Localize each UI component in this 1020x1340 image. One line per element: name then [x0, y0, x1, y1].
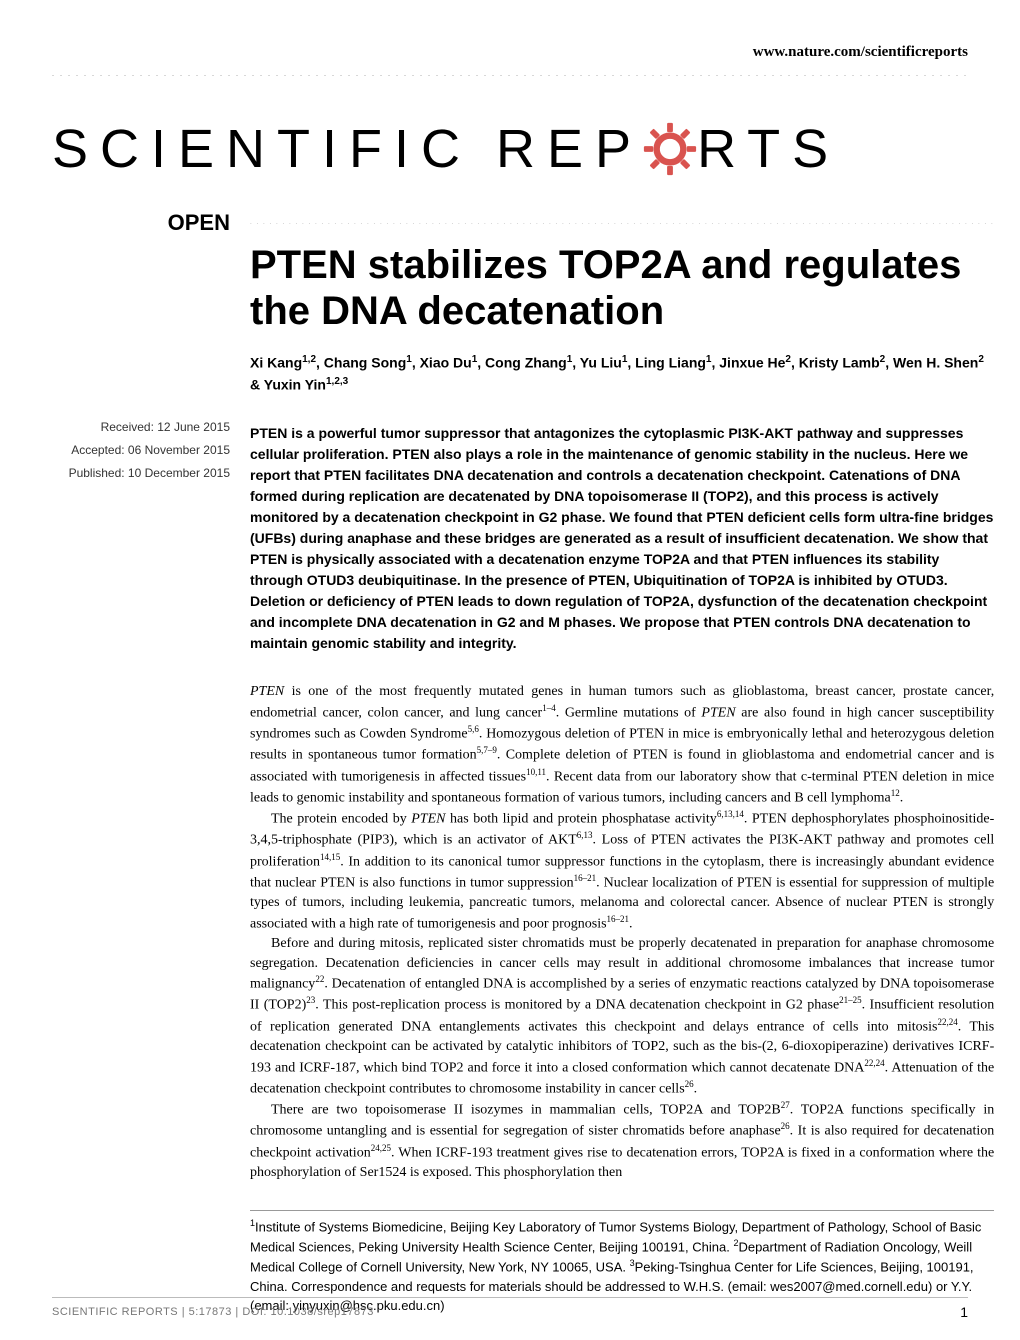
authors: Xi Kang1,2, Chang Song1, Xiao Du1, Cong … — [250, 352, 994, 395]
dot-rule-title: . . . . . . . . . . . . . . . . . . . . … — [250, 218, 994, 226]
dot-rule-top: . . . . . . . . . . . . . . . . . . . . … — [52, 69, 968, 78]
article-title: PTEN stabilizes TOP2A and regulates the … — [250, 242, 994, 334]
footer-citation: SCIENTIFIC REPORTS | 5:17873 | DOI: 10.1… — [52, 1306, 374, 1318]
article-body: . . . . . . . . . . . . . . . . . . . . … — [250, 210, 994, 1316]
footer: SCIENTIFIC REPORTS | 5:17873 | DOI: 10.1… — [52, 1297, 968, 1320]
sidebar: OPEN Received: 12 June 2015 Accepted: 06… — [52, 210, 230, 1316]
abstract: PTEN is a powerful tumor suppressor that… — [250, 423, 994, 654]
paragraph-2: The protein encoded by PTEN has both lip… — [250, 808, 994, 934]
date-accepted: Accepted: 06 November 2015 — [52, 439, 230, 462]
body-text: PTEN is one of the most frequently mutat… — [250, 682, 994, 1182]
dates-block: Received: 12 June 2015 Accepted: 06 Nove… — [52, 416, 230, 484]
paragraph-4: There are two topoisomerase II isozymes … — [250, 1099, 994, 1182]
logo-word-scientific: SCIENTIFIC — [52, 118, 472, 180]
page-number: 1 — [960, 1304, 968, 1320]
page: www.nature.com/scientificreports . . . .… — [0, 0, 1020, 1340]
logo-word-rep: REP — [496, 118, 643, 180]
journal-logo: SCIENTIFIC REP — [52, 118, 968, 180]
open-access-badge: OPEN — [52, 210, 230, 236]
paragraph-1: PTEN is one of the most frequently mutat… — [250, 682, 994, 808]
paragraph-3: Before and during mitosis, replicated si… — [250, 934, 994, 1099]
date-received: Received: 12 June 2015 — [52, 416, 230, 439]
journal-url: www.nature.com/scientificreports — [52, 44, 968, 61]
date-published: Published: 10 December 2015 — [52, 462, 230, 485]
logo-word-rts: RTS — [697, 118, 840, 180]
gear-icon — [641, 120, 699, 178]
